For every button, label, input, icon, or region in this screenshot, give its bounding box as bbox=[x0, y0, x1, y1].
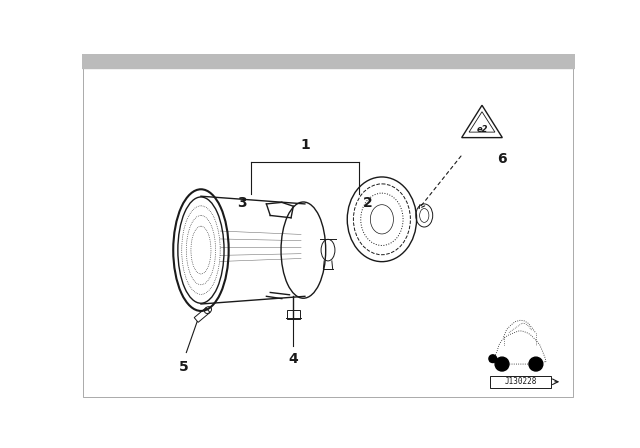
Circle shape bbox=[529, 357, 543, 371]
Circle shape bbox=[495, 357, 509, 371]
Bar bbox=[287, 310, 300, 319]
Circle shape bbox=[489, 355, 497, 362]
Bar bbox=[490, 375, 551, 388]
Text: J130228: J130228 bbox=[504, 377, 537, 386]
Text: 1: 1 bbox=[300, 138, 310, 152]
Text: 3: 3 bbox=[237, 196, 247, 210]
Text: 5: 5 bbox=[179, 360, 189, 374]
Text: 2: 2 bbox=[363, 196, 372, 210]
Text: 6: 6 bbox=[497, 152, 507, 166]
Text: 4: 4 bbox=[289, 352, 298, 366]
Text: e2: e2 bbox=[476, 125, 488, 134]
